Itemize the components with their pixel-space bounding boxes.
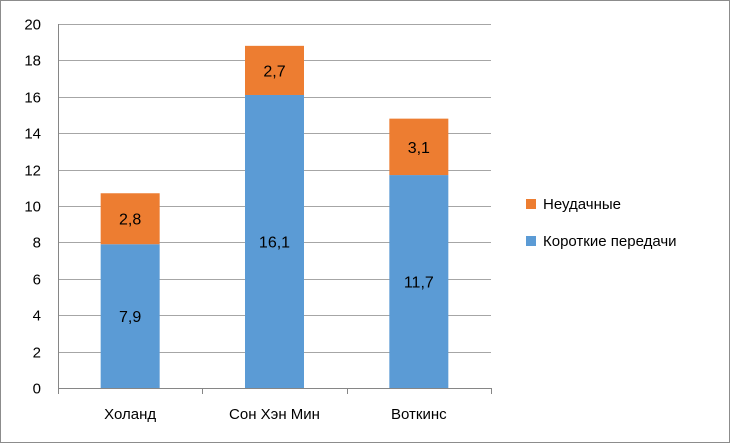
- x-tick-label: Сон Хэн Мин: [229, 406, 320, 423]
- bar-segment: [389, 175, 449, 388]
- data-label: 7,9: [119, 309, 141, 326]
- y-tick-label: 14: [24, 126, 41, 143]
- y-tick-label: 4: [33, 308, 41, 325]
- y-tick-label: 18: [24, 53, 41, 70]
- bar-segment: [100, 244, 160, 388]
- x-tick-label: Воткинс: [391, 406, 447, 423]
- y-tick-label: 20: [24, 17, 41, 34]
- y-tick-label: 8: [33, 235, 41, 252]
- data-label: 3,1: [408, 140, 430, 157]
- data-label: 11,7: [404, 275, 434, 292]
- legend-label: Неудачные: [543, 196, 621, 213]
- y-tick-label: 2: [33, 345, 41, 362]
- bar-segment: [100, 193, 160, 245]
- y-tick-label: 10: [24, 199, 41, 216]
- y-tick-label: 0: [33, 381, 41, 398]
- bar-segment: [245, 45, 304, 95]
- bar-segment: [245, 94, 304, 388]
- x-tick-label: Холанд: [104, 406, 156, 423]
- y-tick-label: 6: [33, 272, 41, 289]
- bar-segment: [389, 118, 449, 176]
- y-tick-label: 16: [24, 90, 41, 107]
- legend-swatch: [526, 236, 536, 246]
- legend-label: Короткие передачи: [543, 233, 677, 250]
- y-tick-label: 12: [24, 163, 41, 180]
- data-label: 16,1: [259, 234, 290, 251]
- data-label: 2,8: [119, 212, 141, 229]
- data-label: 2,7: [263, 63, 285, 80]
- legend-swatch: [526, 199, 536, 209]
